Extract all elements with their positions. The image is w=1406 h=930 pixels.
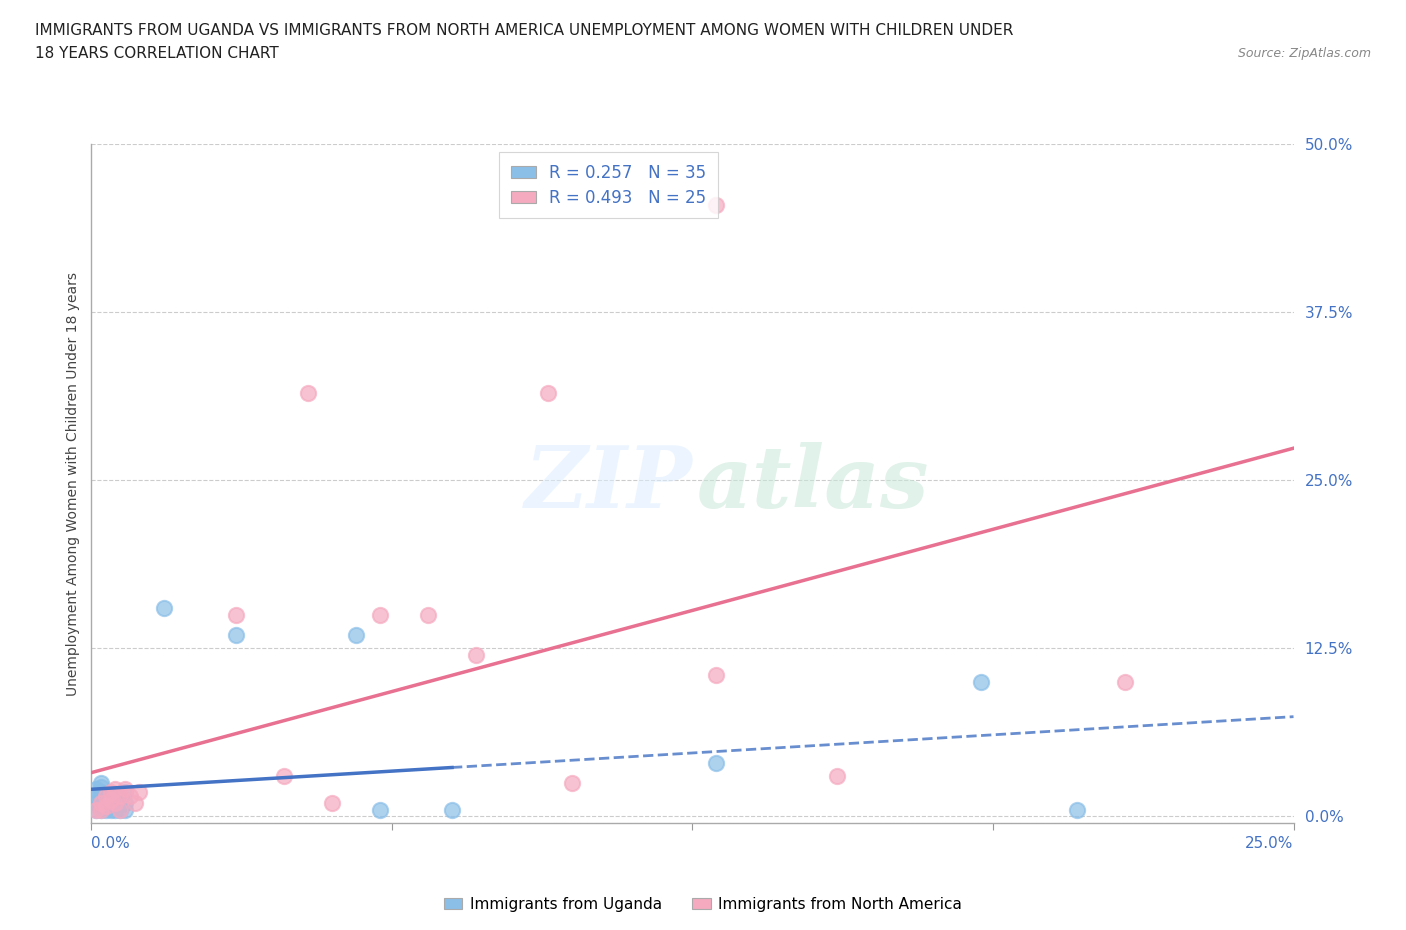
Point: [94, 803, 117, 817]
Point: [100, 792, 122, 807]
Point: [110, 789, 132, 804]
Point: [825, 768, 848, 783]
Point: [297, 385, 319, 400]
Point: [90, 785, 112, 800]
Point: [1114, 674, 1136, 689]
Point: [84, 782, 107, 797]
Point: [94, 798, 117, 813]
Point: [110, 803, 132, 817]
Point: [114, 785, 136, 800]
Point: [273, 768, 295, 783]
Point: [225, 628, 247, 643]
Text: IMMIGRANTS FROM UGANDA VS IMMIGRANTS FROM NORTH AMERICA UNEMPLOYMENT AMONG WOMEN: IMMIGRANTS FROM UGANDA VS IMMIGRANTS FRO…: [35, 23, 1014, 38]
Point: [94, 789, 117, 804]
Point: [1066, 803, 1088, 817]
Point: [321, 795, 343, 810]
Point: [100, 789, 122, 804]
Point: [440, 803, 463, 817]
Point: [104, 795, 127, 810]
Point: [90, 776, 112, 790]
Text: 25.0%: 25.0%: [1246, 836, 1294, 851]
Point: [118, 789, 141, 804]
Point: [84, 789, 107, 804]
Point: [84, 803, 107, 817]
Text: 0.0%: 0.0%: [91, 836, 131, 851]
Point: [100, 803, 122, 817]
Text: 18 YEARS CORRELATION CHART: 18 YEARS CORRELATION CHART: [35, 46, 278, 61]
Point: [970, 674, 993, 689]
Point: [94, 789, 117, 804]
Point: [706, 755, 728, 770]
Point: [94, 792, 117, 807]
Point: [90, 803, 112, 817]
Text: Source: ZipAtlas.com: Source: ZipAtlas.com: [1237, 46, 1371, 60]
Point: [90, 779, 112, 794]
Point: [90, 792, 112, 807]
Point: [94, 798, 117, 813]
Point: [128, 785, 150, 800]
Point: [344, 628, 367, 643]
Point: [114, 803, 136, 817]
Point: [368, 607, 391, 622]
Point: [94, 795, 117, 810]
Point: [84, 795, 107, 810]
Point: [152, 601, 174, 616]
Point: [100, 798, 122, 813]
Y-axis label: Unemployment Among Women with Children Under 18 years: Unemployment Among Women with Children U…: [66, 272, 80, 696]
Point: [90, 803, 112, 817]
Point: [561, 776, 583, 790]
Point: [114, 795, 136, 810]
Point: [706, 668, 728, 683]
Point: [104, 795, 127, 810]
Point: [110, 792, 132, 807]
Point: [368, 803, 391, 817]
Point: [124, 795, 146, 810]
Text: atlas: atlas: [696, 442, 929, 525]
Point: [114, 782, 136, 797]
Legend: Immigrants from Uganda, Immigrants from North America: Immigrants from Uganda, Immigrants from …: [437, 891, 969, 918]
Point: [104, 789, 127, 804]
Point: [225, 607, 247, 622]
Point: [537, 385, 560, 400]
Point: [416, 607, 439, 622]
Point: [104, 803, 127, 817]
Legend: R = 0.257   N = 35, R = 0.493   N = 25: R = 0.257 N = 35, R = 0.493 N = 25: [499, 153, 717, 219]
Point: [100, 795, 122, 810]
Text: ZIP: ZIP: [524, 442, 692, 525]
Point: [90, 795, 112, 810]
Point: [84, 803, 107, 817]
Point: [110, 803, 132, 817]
Point: [100, 785, 122, 800]
Point: [104, 782, 127, 797]
Point: [706, 197, 728, 212]
Point: [465, 647, 488, 662]
Point: [90, 798, 112, 813]
